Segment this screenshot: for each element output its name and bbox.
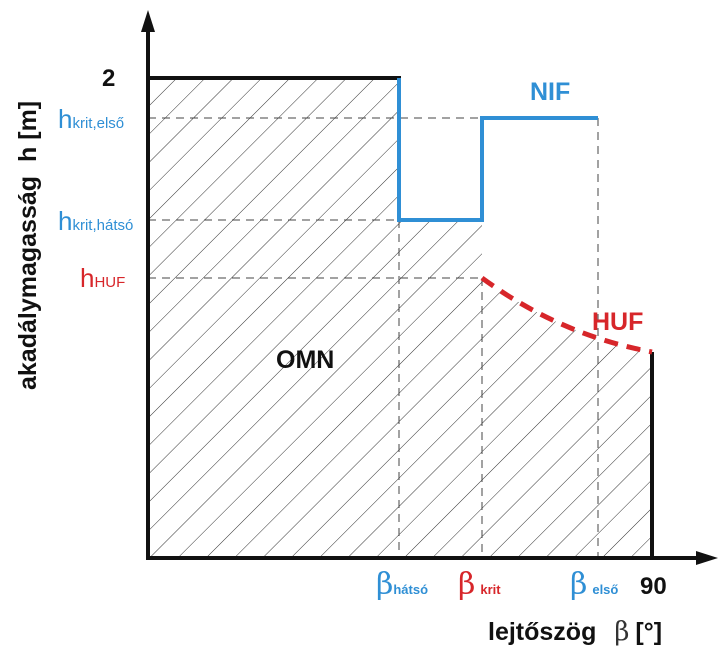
y-tick-h-krit-hatso: hkrit,hátsó <box>58 206 133 236</box>
omn-boundary <box>148 76 654 558</box>
y-tick-h-krit-elso: hkrit,első <box>58 104 124 134</box>
nif-label: NIF <box>530 78 570 106</box>
x-axis-title: lejtőszög β [°] <box>488 617 662 647</box>
y-tick-h-huf: hHUF <box>80 263 125 293</box>
x-tick-90: 90 <box>640 573 667 600</box>
guide-lines <box>148 117 599 558</box>
x-tick-beta-krit: β krit <box>458 567 501 602</box>
y-axis-title: akadálymagasságh [m] <box>14 101 42 390</box>
huf-boundary <box>480 275 653 355</box>
omn-label: OMN <box>276 346 334 374</box>
axes <box>146 30 705 560</box>
y-axis-arrow <box>141 10 155 32</box>
nif-boundary <box>397 78 598 222</box>
huf-label: HUF <box>592 308 643 336</box>
y-tick-2: 2 <box>102 65 115 92</box>
x-tick-beta-hatso: βhátsó <box>376 567 428 602</box>
x-axis-arrow <box>696 551 718 565</box>
x-tick-beta-elso: β első <box>570 567 618 602</box>
omn-region-hatch <box>148 78 652 558</box>
